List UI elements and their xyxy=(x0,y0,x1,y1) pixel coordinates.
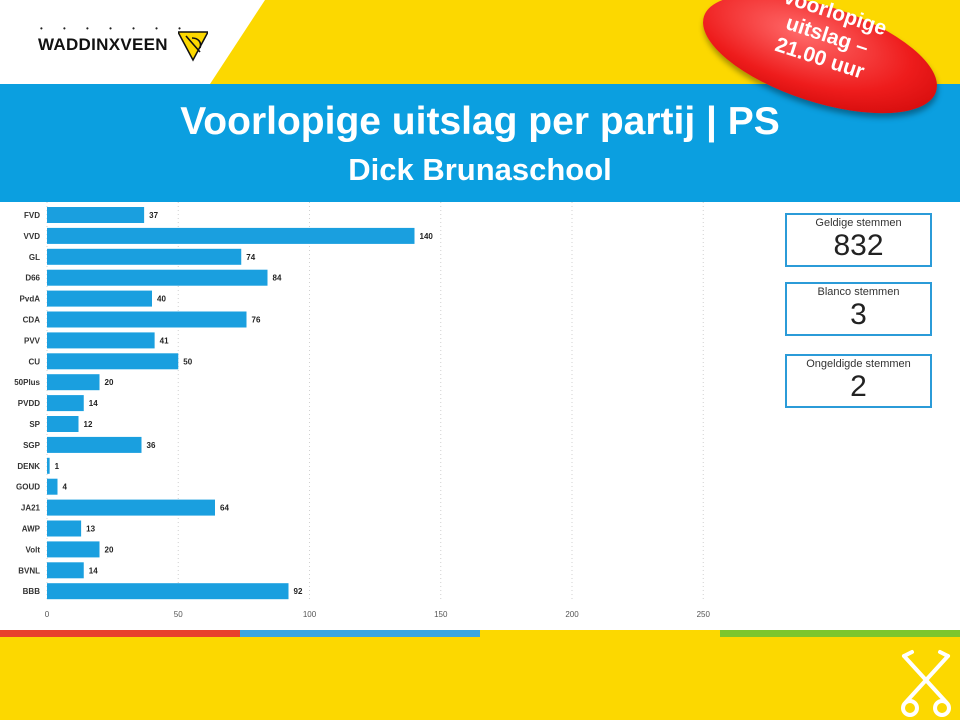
data-label: 76 xyxy=(252,316,261,325)
category-label: PvdA xyxy=(20,295,41,304)
category-label: BBB xyxy=(23,587,41,596)
stripe-blue xyxy=(240,630,480,637)
bar xyxy=(47,499,215,516)
category-label: DENK xyxy=(17,462,40,471)
bar xyxy=(47,436,142,453)
x-tick-label: 150 xyxy=(434,610,448,619)
data-label: 64 xyxy=(220,504,229,513)
data-label: 13 xyxy=(86,525,95,534)
data-label: 92 xyxy=(294,587,303,596)
bar xyxy=(47,416,79,432)
bar xyxy=(47,541,100,558)
data-label: 36 xyxy=(147,441,156,450)
blank-votes-card: Blanco stemmen 3 xyxy=(785,282,932,336)
bar xyxy=(47,583,289,600)
bar xyxy=(47,311,247,328)
category-label: BVNL xyxy=(18,566,40,575)
bar xyxy=(47,374,100,391)
stripe-green xyxy=(720,630,960,637)
bar xyxy=(47,207,145,223)
category-label: D66 xyxy=(25,274,40,283)
x-tick-label: 250 xyxy=(697,610,711,619)
category-label: AWP xyxy=(22,525,41,534)
data-label: 20 xyxy=(105,378,114,387)
data-label: 74 xyxy=(246,253,255,262)
x-tick-label: 50 xyxy=(174,610,183,619)
stripe-red xyxy=(0,630,240,637)
data-label: 41 xyxy=(160,336,169,345)
stripe-yellow xyxy=(480,630,720,637)
category-label: GOUD xyxy=(16,483,40,492)
data-label: 1 xyxy=(55,462,60,471)
bar xyxy=(47,353,179,370)
x-tick-label: 100 xyxy=(303,610,317,619)
bar xyxy=(47,520,82,537)
category-label: FVD xyxy=(24,211,40,220)
valid-votes-card: Geldige stemmen 832 xyxy=(785,213,932,267)
logo-mark-icon xyxy=(178,31,208,62)
logo-dots: • • • • • • • xyxy=(40,24,190,33)
logo-text: WADDINXVEEN xyxy=(38,35,168,54)
bar xyxy=(47,395,84,412)
data-label: 14 xyxy=(89,399,98,408)
category-label: CU xyxy=(28,357,40,366)
bar xyxy=(47,478,58,495)
category-label: SP xyxy=(29,420,40,429)
category-label: JA21 xyxy=(21,504,41,513)
invalid-votes-value: 2 xyxy=(850,370,867,403)
data-label: 14 xyxy=(89,566,98,575)
category-label: GL xyxy=(29,253,40,262)
data-label: 84 xyxy=(273,274,282,283)
category-label: VVD xyxy=(24,232,41,241)
bar xyxy=(47,332,155,349)
data-label: 37 xyxy=(149,211,158,220)
bar xyxy=(47,290,152,307)
category-label: 50Plus xyxy=(14,378,40,387)
data-label: 40 xyxy=(157,295,166,304)
valid-votes-label: Geldige stemmen xyxy=(815,217,902,229)
x-tick-label: 0 xyxy=(45,610,50,619)
x-tick-label: 200 xyxy=(565,610,579,619)
category-label: Volt xyxy=(25,545,40,554)
data-label: 140 xyxy=(420,232,434,241)
bar xyxy=(47,248,242,265)
category-label: CDA xyxy=(23,316,41,325)
category-label: SGP xyxy=(23,441,41,450)
bar xyxy=(47,269,268,286)
data-label: 20 xyxy=(105,545,114,554)
valid-votes-value: 832 xyxy=(833,229,884,262)
bar xyxy=(47,227,415,244)
invalid-votes-card: Ongeldigde stemmen 2 xyxy=(785,354,932,408)
data-label: 50 xyxy=(183,357,192,366)
category-label: PVV xyxy=(24,336,41,345)
blank-votes-value: 3 xyxy=(850,298,867,331)
invalid-votes-label: Ongeldigde stemmen xyxy=(806,358,911,370)
page-title: Voorlopige uitslag per partij | PS xyxy=(180,100,780,143)
bar xyxy=(47,562,84,579)
blank-votes-label: Blanco stemmen xyxy=(817,286,900,298)
title-banner xyxy=(0,84,960,202)
bar xyxy=(47,457,50,474)
data-label: 12 xyxy=(84,420,93,429)
page-subtitle: Dick Brunaschool xyxy=(348,152,612,187)
bottom-band xyxy=(0,637,960,720)
data-label: 4 xyxy=(63,483,68,492)
party-results-chart: 050100150200250300FVD37VVD140GL74D6684Pv… xyxy=(14,202,711,619)
crossed-keys-icon xyxy=(901,650,951,717)
category-label: PVDD xyxy=(18,399,40,408)
